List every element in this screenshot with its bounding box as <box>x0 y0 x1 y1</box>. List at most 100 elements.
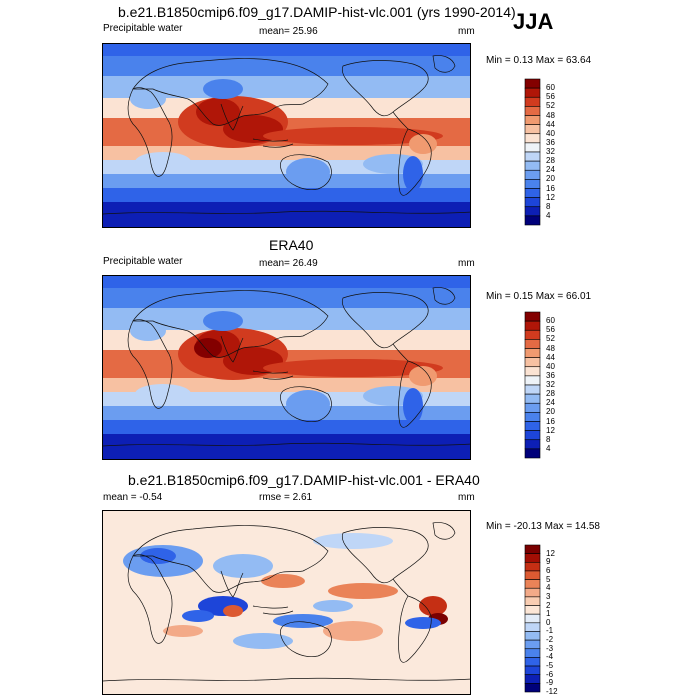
field-blob <box>182 610 214 622</box>
field-blob <box>313 533 393 549</box>
colorbar-tick-label: 32 <box>546 380 555 389</box>
colorbar-tick-label: -5 <box>546 661 554 671</box>
field-blob <box>137 352 165 376</box>
colorbar-box <box>524 188 541 198</box>
panel3-colorbar <box>524 544 541 693</box>
field-blob <box>263 359 443 377</box>
colorbar-box <box>524 357 541 368</box>
field-band <box>103 406 470 420</box>
panel1-mean-label: mean= 25.96 <box>259 26 318 37</box>
coastlines <box>103 287 470 447</box>
colorbar-box <box>524 596 541 606</box>
colorbar-box <box>524 375 541 386</box>
colorbar-tick-label: 8 <box>546 434 551 444</box>
colorbar-tick-label: 60 <box>546 316 555 326</box>
colorbar-box <box>524 160 541 171</box>
field-band <box>103 434 470 459</box>
panel2-minmax: Min = 0.15 Max = 66.01 <box>486 291 592 302</box>
colorbar-box <box>524 648 541 658</box>
colorbar-tick-label: 56 <box>546 92 555 102</box>
field-background <box>103 511 470 694</box>
field-blob <box>223 605 243 617</box>
panel2-left-label: Precipitable water <box>103 256 183 267</box>
field-band <box>103 188 470 202</box>
field-blob <box>328 583 398 599</box>
colorbar-box <box>524 631 541 641</box>
colorbar-tick-label: 48 <box>546 343 555 353</box>
colorbar-box <box>524 430 541 441</box>
colorbar-tick-label: 16 <box>546 183 555 193</box>
field-blob <box>286 158 330 186</box>
field-band <box>103 174 470 188</box>
colorbar-box <box>524 124 541 135</box>
colorbar-tick-label: 0 <box>546 617 551 627</box>
colorbar-tick-label: -6 <box>546 669 554 679</box>
colorbar-tick-label: -12 <box>546 687 558 696</box>
colorbar-box <box>524 613 541 624</box>
colorbar-box <box>524 215 541 226</box>
field-blob <box>273 614 333 628</box>
colorbar-tick-label: -4 <box>546 652 554 662</box>
colorbar-tick-label: 4 <box>546 443 551 453</box>
field-blob <box>313 600 353 612</box>
colorbar-tick-label: -9 <box>546 678 554 688</box>
colorbar-box <box>524 311 541 322</box>
colorbar-box <box>524 439 541 450</box>
colorbar-tick-label: 40 <box>546 361 555 371</box>
panel3-minmax: Min = -20.13 Max = 14.58 <box>486 521 600 532</box>
colorbar-box <box>524 553 541 563</box>
colorbar-box <box>524 320 541 331</box>
panel2-mean-label: mean= 26.49 <box>259 258 318 269</box>
colorbar-box <box>524 683 541 693</box>
colorbar-box <box>524 412 541 422</box>
field-blob <box>203 79 243 99</box>
field-blob <box>130 321 166 341</box>
field-band <box>103 202 470 227</box>
field-blob <box>323 621 383 641</box>
colorbar-tick-label: 20 <box>546 407 555 417</box>
colorbar-box <box>524 142 541 153</box>
colorbar-tick-label: 4 <box>546 210 551 220</box>
colorbar-tick-label: 12 <box>546 425 555 435</box>
colorbar-box <box>524 169 541 180</box>
colorbar-tick-label: 32 <box>546 147 555 156</box>
colorbar-box <box>524 544 541 554</box>
colorbar-tick-label: 2 <box>546 600 551 610</box>
panel2-title: ERA40 <box>269 237 314 253</box>
field-blob <box>286 390 330 418</box>
colorbar-box <box>524 605 541 615</box>
panel3-map <box>102 510 471 695</box>
panel3-mean-label: mean = -0.54 <box>103 492 163 503</box>
field-blob <box>196 98 240 126</box>
field-blob <box>135 384 191 404</box>
field-band <box>103 76 470 98</box>
colorbar-box <box>524 639 541 650</box>
field-band <box>103 288 470 308</box>
colorbar-box <box>524 561 541 572</box>
field-band <box>103 44 470 56</box>
panel3-units: mm <box>458 492 475 503</box>
coastlines <box>103 55 470 215</box>
colorbar-box <box>524 206 541 217</box>
colorbar-box <box>524 151 541 162</box>
colorbar-tick-label: -1 <box>546 626 554 636</box>
colorbar-box <box>524 665 541 676</box>
panel1-units: mm <box>458 26 475 37</box>
panel1-colorbar <box>524 78 541 226</box>
colorbar-tick-label: 24 <box>546 165 555 175</box>
colorbar-tick-label: 4 <box>546 583 551 593</box>
colorbar-box <box>524 179 541 189</box>
field-blob <box>130 89 166 109</box>
colorbar-box <box>524 115 541 125</box>
colorbar-tick-label: 40 <box>546 128 555 138</box>
field-band <box>103 308 470 330</box>
field-blob <box>163 625 203 637</box>
colorbar-tick-label: 48 <box>546 110 555 120</box>
colorbar-tick-label: 12 <box>546 192 555 202</box>
colorbar-box <box>524 348 541 358</box>
colorbar-box <box>524 339 541 349</box>
colorbar-tick-label: 36 <box>546 137 555 147</box>
colorbar-tick-label: 44 <box>546 352 555 362</box>
field-blob <box>213 554 273 578</box>
season-label: JJA <box>513 9 554 34</box>
